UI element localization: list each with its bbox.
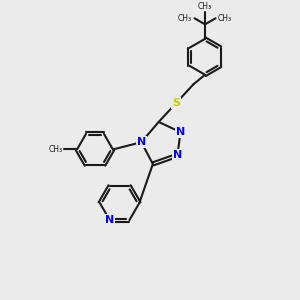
Text: N: N (105, 215, 114, 225)
Text: CH₃: CH₃ (48, 145, 62, 154)
Text: CH₃: CH₃ (198, 2, 212, 11)
Text: CH₃: CH₃ (178, 14, 192, 23)
Text: CH₃: CH₃ (218, 14, 232, 23)
Text: N: N (173, 150, 182, 160)
Text: N: N (176, 127, 185, 137)
Text: S: S (172, 98, 180, 108)
Text: N: N (137, 137, 146, 147)
